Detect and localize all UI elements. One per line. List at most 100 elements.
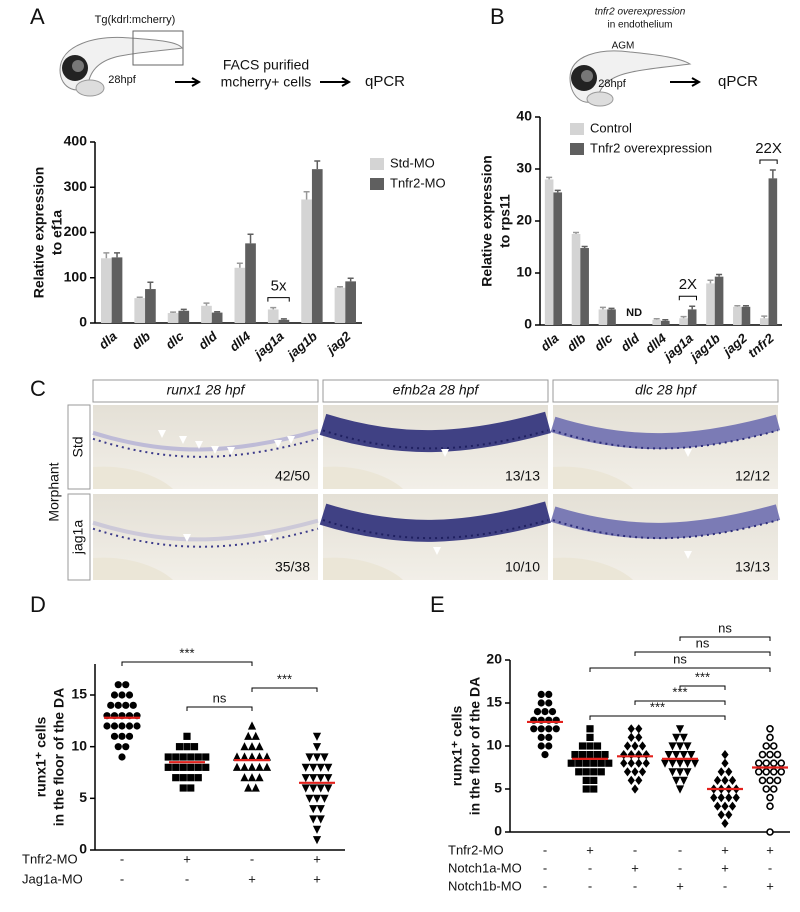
x-tick-label: tnfr2 xyxy=(745,330,777,361)
error-bar xyxy=(136,296,143,299)
data-point xyxy=(754,767,763,776)
error-bar xyxy=(314,160,321,170)
error-bar xyxy=(147,281,154,290)
data-point xyxy=(183,743,191,751)
y-tick-label: 0 xyxy=(494,823,502,839)
bracket xyxy=(634,700,726,705)
legend-label: Tnfr2-MO xyxy=(390,175,446,190)
data-point xyxy=(683,768,692,777)
data-point xyxy=(623,741,632,751)
data-point xyxy=(232,762,242,771)
error-bar xyxy=(280,318,287,320)
condition-sign: - xyxy=(543,878,547,893)
data-point xyxy=(240,762,249,771)
data-point xyxy=(240,742,249,751)
data-point xyxy=(548,708,557,716)
count-label: 35/38 xyxy=(275,559,310,575)
data-point xyxy=(187,763,195,771)
data-point xyxy=(324,774,333,783)
data-point xyxy=(631,784,639,794)
data-point xyxy=(668,742,677,751)
error-bar xyxy=(761,315,768,319)
bar xyxy=(733,306,742,325)
y-axis-label: in the floor of the DA xyxy=(467,677,483,815)
error-bar xyxy=(689,305,696,310)
data-point xyxy=(664,751,673,760)
arrowhead xyxy=(441,449,449,457)
diagram-text: qPCR xyxy=(365,73,405,90)
data-point xyxy=(110,722,119,730)
diagram-text: FACS purified xyxy=(223,57,309,73)
condition-sign: - xyxy=(543,860,547,875)
bar xyxy=(245,243,256,323)
stain-band xyxy=(92,527,319,548)
bracket xyxy=(759,159,778,165)
data-point xyxy=(552,725,560,733)
bar xyxy=(111,257,123,323)
condition-name: Notch1b-MO xyxy=(448,878,522,893)
data-point xyxy=(312,743,322,752)
data-point xyxy=(762,742,771,750)
data-point xyxy=(312,836,322,845)
data-point xyxy=(721,775,729,785)
data-point xyxy=(627,724,635,734)
data-point xyxy=(601,751,609,759)
stain-band xyxy=(552,429,779,450)
diagram-text: qPCR xyxy=(718,73,758,90)
data-point xyxy=(777,759,786,768)
data-point xyxy=(627,732,635,742)
data-point xyxy=(103,722,111,730)
x-tick-label: dlb xyxy=(564,330,589,354)
data-point xyxy=(247,752,257,761)
data-point xyxy=(721,818,729,828)
data-point xyxy=(255,773,264,782)
bar xyxy=(211,312,223,323)
x-tick-label: dll4 xyxy=(227,328,254,354)
count-label: 10/10 xyxy=(505,559,540,575)
data-point xyxy=(202,763,210,771)
condition-sign: + xyxy=(248,871,256,886)
stain-band xyxy=(92,518,319,542)
arrow xyxy=(320,77,352,87)
diagram-text: in endothelium xyxy=(607,20,672,31)
bar xyxy=(544,179,554,325)
data-point xyxy=(320,794,329,803)
bar xyxy=(661,320,670,325)
panel-label: D xyxy=(30,592,46,617)
y-tick-label: 400 xyxy=(64,133,88,149)
bar xyxy=(553,192,563,325)
data-point xyxy=(590,776,598,784)
data-point xyxy=(627,750,635,760)
data-point xyxy=(251,731,260,740)
data-point xyxy=(721,801,729,811)
stain-band xyxy=(550,414,781,450)
data-point xyxy=(773,750,782,759)
x-tick-label: dla xyxy=(538,330,562,354)
bar xyxy=(571,234,581,325)
error-bar xyxy=(270,306,277,310)
significance: *** xyxy=(695,669,710,684)
bar xyxy=(134,298,146,323)
data-point xyxy=(575,768,583,776)
y-tick-label: 40 xyxy=(516,108,532,124)
data-point xyxy=(582,768,590,776)
condition-name: Tnfr2-MO xyxy=(448,842,504,857)
diagram-text: Tg(kdrl:mcherry) xyxy=(95,14,176,26)
y-tick-label: 20 xyxy=(486,651,502,667)
bar xyxy=(741,306,751,325)
x-tick-label: jag1a xyxy=(250,328,287,362)
bar xyxy=(706,283,715,325)
data-point xyxy=(623,767,632,777)
condition-sign: - xyxy=(250,851,254,866)
x-tick-label: dlc xyxy=(591,330,616,354)
data-point xyxy=(164,753,172,761)
arrowhead xyxy=(274,440,282,448)
data-point xyxy=(766,793,774,802)
y-axis-label: runx1⁺ cells xyxy=(33,717,49,798)
legend-swatch xyxy=(570,123,584,135)
data-point xyxy=(635,724,643,734)
stain-band xyxy=(550,504,781,539)
data-point xyxy=(631,741,639,751)
data-point xyxy=(721,750,729,760)
